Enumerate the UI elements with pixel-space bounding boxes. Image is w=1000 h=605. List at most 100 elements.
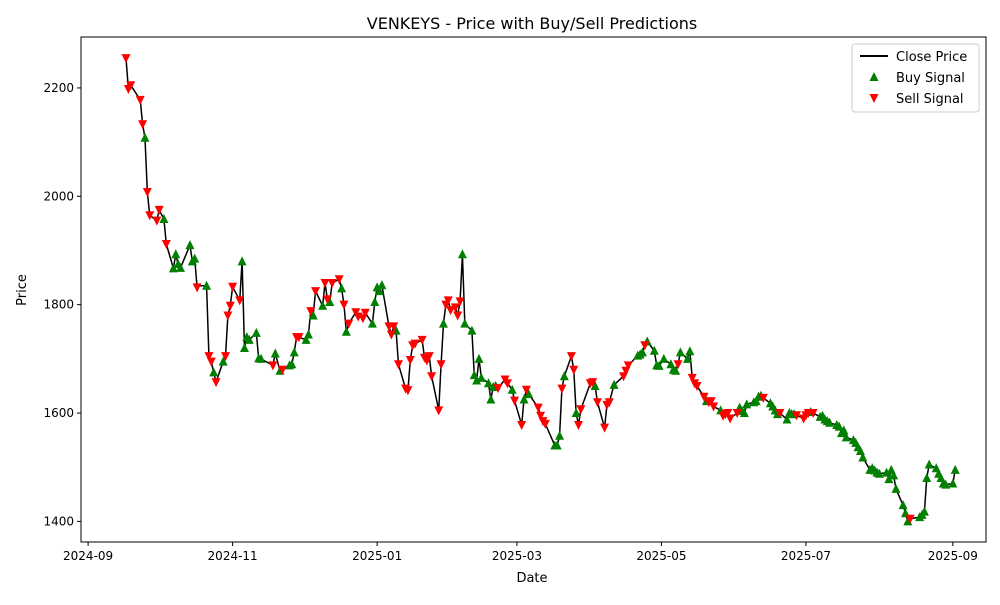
sell-signal-marker xyxy=(600,423,610,433)
sell-signal-marker xyxy=(775,409,785,419)
buy-signal-marker xyxy=(438,318,448,328)
sell-signal-marker xyxy=(277,365,287,375)
buy-signal-marker xyxy=(375,286,385,296)
close-price-line xyxy=(125,58,956,523)
buy-signal-marker xyxy=(948,478,958,488)
x-tick-label: 2025-09 xyxy=(928,549,978,563)
buy-signal-marker xyxy=(825,417,835,427)
buy-signal-marker xyxy=(552,440,562,450)
buy-signal-marker xyxy=(519,394,529,404)
x-tick-label: 2025-01 xyxy=(352,549,402,563)
buy-signal-marker xyxy=(159,214,169,224)
sell-signal-marker xyxy=(687,373,697,383)
sell-signal-marker xyxy=(405,355,415,365)
sell-signal-marker xyxy=(450,303,460,313)
sell-signal-marker xyxy=(334,275,344,285)
sell-signal-marker xyxy=(540,419,550,429)
buy-signal-marker xyxy=(685,346,695,356)
y-tick-label: 1600 xyxy=(43,406,74,420)
sell-signal-marker xyxy=(640,341,650,351)
x-tick-label: 2025-07 xyxy=(781,549,831,563)
buy-signal-marker xyxy=(209,367,219,377)
sell-signal-marker xyxy=(389,322,399,332)
y-axis: 1400 1600 1800 2000 2200 xyxy=(43,81,81,528)
sell-signal-marker xyxy=(417,335,427,345)
sell-signal-marker xyxy=(161,239,171,249)
sell-signal-marker xyxy=(510,396,520,406)
sell-signal-marker xyxy=(517,420,527,430)
sell-signal-marker xyxy=(344,319,354,329)
sell-signal-marker xyxy=(699,392,709,402)
buy-signal-marker xyxy=(571,408,581,418)
sell-signal-marker xyxy=(192,283,202,293)
sell-signal-marker xyxy=(204,352,214,362)
sell-signal-marker xyxy=(723,409,733,419)
sell-signal-marker xyxy=(808,409,818,419)
sell-signal-marker xyxy=(592,398,602,408)
buy-signal-marker xyxy=(950,464,960,474)
y-tick-label: 2200 xyxy=(43,81,74,95)
sell-signal-marker xyxy=(320,278,330,288)
sell-signal-marker xyxy=(135,95,145,105)
buy-signal-marker xyxy=(472,375,482,385)
x-axis: 2024-09 2024-11 2025-01 2025-03 2025-05 2025-… xyxy=(63,542,978,563)
sell-signal-marker xyxy=(360,308,370,318)
legend-buy-swatch xyxy=(869,72,879,81)
buy-signal-marker xyxy=(524,389,534,399)
sell-signal-marker xyxy=(327,278,337,288)
legend-label-close: Close Price xyxy=(896,50,967,65)
buy-signal-marker xyxy=(303,329,313,339)
buy-signal-marker xyxy=(377,280,387,290)
buy-signal-marker xyxy=(649,345,659,355)
buy-signal-marker xyxy=(739,408,749,418)
buy-signal-marker xyxy=(654,360,664,370)
buy-signal-marker xyxy=(467,325,477,335)
buy-signal-marker xyxy=(308,310,318,320)
buy-signal-marker xyxy=(244,334,254,344)
buy-signal-marker xyxy=(251,327,261,337)
buy-signal-marker xyxy=(609,379,619,389)
sell-signal-marker xyxy=(533,403,543,413)
buy-signal-marker xyxy=(287,359,297,369)
buy-signal-marker xyxy=(318,300,328,310)
buy-signal-marker xyxy=(889,470,899,480)
sell-signal-marker xyxy=(410,339,420,349)
sell-signal-marker xyxy=(732,409,742,419)
sell-signal-marker xyxy=(493,384,503,394)
buy-signal-marker xyxy=(898,500,908,510)
buy-signal-marker xyxy=(555,430,565,440)
sell-signal-marker xyxy=(692,381,702,391)
buy-signal-marker xyxy=(476,372,486,382)
legend-box xyxy=(851,43,980,113)
buy-signal-marker xyxy=(301,334,311,344)
legend-label-sell: Sell Signal xyxy=(896,92,964,107)
x-tick-label: 2024-09 xyxy=(63,549,113,563)
buy-signal-marker xyxy=(370,296,380,306)
buy-signal-marker xyxy=(659,353,669,363)
sell-signal-marker xyxy=(386,330,396,340)
chart-title: VENKEYS - Price with Buy/Sell Prediction… xyxy=(367,14,697,33)
x-tick-label: 2025-05 xyxy=(636,549,686,563)
sell-signal-marker xyxy=(623,361,633,371)
sell-signal-marker xyxy=(443,296,453,306)
sell-signal-marker xyxy=(223,311,233,321)
buy-signal-marker xyxy=(559,371,569,381)
buy-signal-marker xyxy=(256,353,266,363)
sell-signal-marker xyxy=(142,187,152,197)
plot-frame xyxy=(80,36,987,543)
buy-signal-marker xyxy=(218,356,228,366)
buy-signal-marker xyxy=(742,399,752,409)
sell-signal-marker xyxy=(427,372,437,382)
buy-signal-marker xyxy=(171,249,181,259)
buy-signal-marker xyxy=(474,353,484,363)
sell-signal-marker xyxy=(393,360,403,370)
buy-signal-marker xyxy=(839,425,849,435)
y-axis-label: Price xyxy=(15,274,30,306)
sell-signal-marker xyxy=(453,311,463,321)
buy-signal-marker xyxy=(367,318,377,328)
sell-signal-marker xyxy=(152,216,162,226)
sell-signal-marker xyxy=(791,411,801,421)
y-tick-label: 1800 xyxy=(43,298,74,312)
buy-signal-marker xyxy=(637,347,647,357)
